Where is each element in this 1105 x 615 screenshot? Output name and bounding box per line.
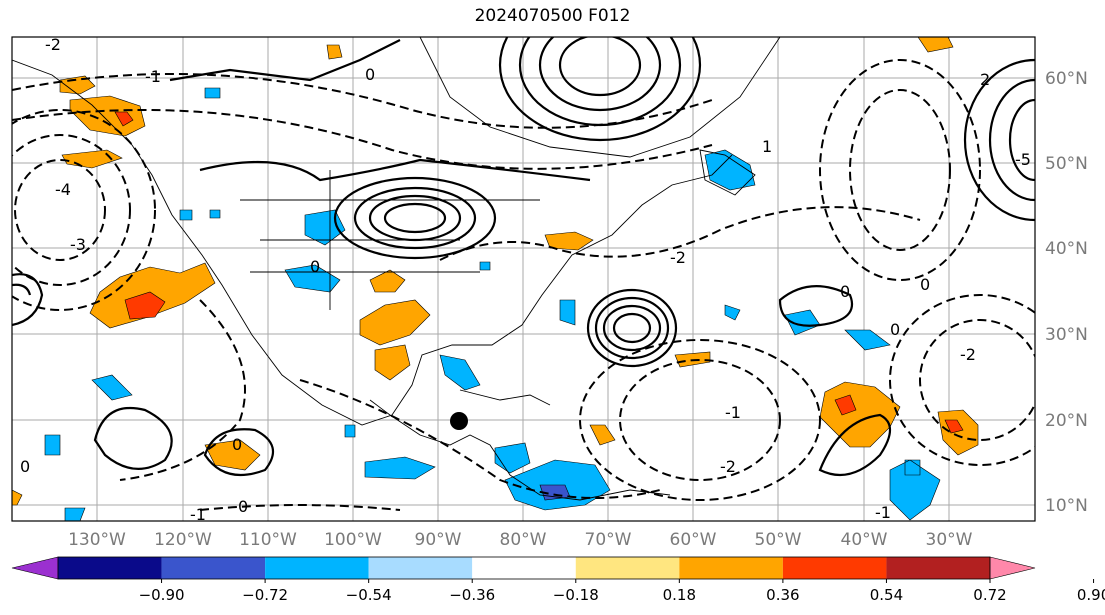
lon-label: 110°W xyxy=(239,530,297,550)
lat-label: 30°N xyxy=(1045,325,1088,345)
lat-label: 60°N xyxy=(1045,69,1088,89)
colorbar-segment xyxy=(679,557,783,579)
shade-positive xyxy=(834,394,857,416)
svg-text:2: 2 xyxy=(980,70,990,89)
shade-positive xyxy=(124,291,166,320)
shade-positive xyxy=(114,111,134,127)
colorbar-tick-label: −0.36 xyxy=(449,586,495,604)
svg-text:-1: -1 xyxy=(190,505,206,524)
high-center-east xyxy=(963,58,1035,222)
colorbar-segment xyxy=(782,557,887,579)
svg-text:-2: -2 xyxy=(720,457,736,476)
shade-positive xyxy=(374,344,411,381)
lon-label: 130°W xyxy=(68,530,126,550)
colorbar-segment xyxy=(58,557,162,579)
svg-text:0: 0 xyxy=(890,320,900,339)
svg-text:-1: -1 xyxy=(145,67,161,86)
lon-label: 40°W xyxy=(841,530,888,550)
colorbar-tick-label: −0.18 xyxy=(553,586,599,604)
colorbar-segment xyxy=(265,557,369,579)
colorbar-tick-label: −0.54 xyxy=(346,586,392,604)
svg-text:-2: -2 xyxy=(670,248,686,267)
colorbar-tick-label: 0.90 xyxy=(1077,586,1105,604)
svg-text:-2: -2 xyxy=(960,345,976,364)
svg-text:-4: -4 xyxy=(55,180,71,199)
colorbar-tick-label: 0.72 xyxy=(973,586,1006,604)
svg-text:-2: -2 xyxy=(45,35,61,54)
storm-marker xyxy=(450,412,468,430)
lat-label: 50°N xyxy=(1045,154,1088,174)
colorbar-tick-label: −0.90 xyxy=(139,586,185,604)
colorbar-tick-labels: −0.90 −0.72 −0.54 −0.36 −0.18 0.18 0.36 0.54 0.7… xyxy=(139,579,1105,604)
shade-positive xyxy=(12,37,954,506)
shade-negative xyxy=(439,354,481,391)
colorbar-tick-label: 0.18 xyxy=(663,586,696,604)
lon-label: 100°W xyxy=(324,530,382,550)
lon-label: 50°W xyxy=(755,530,802,550)
colorbar-segment xyxy=(472,557,576,579)
low-center-great-lakes xyxy=(333,176,497,260)
colorbar-tick-label: 0.54 xyxy=(870,586,903,604)
graticule xyxy=(12,37,1035,521)
colorbar-tick-label: 0.36 xyxy=(766,586,799,604)
colorbar-frame xyxy=(57,556,991,580)
lat-label: 20°N xyxy=(1045,411,1088,431)
high-pressure-center xyxy=(586,288,678,368)
colorbar-segment xyxy=(575,557,680,579)
colorbar-segment xyxy=(161,557,266,579)
svg-text:-3: -3 xyxy=(70,235,86,254)
svg-text:1: 1 xyxy=(762,137,772,156)
shade-negative xyxy=(64,299,576,521)
svg-text:0: 0 xyxy=(365,65,375,84)
shade-negative xyxy=(704,149,756,191)
svg-text:0: 0 xyxy=(920,275,930,294)
lon-label: 30°W xyxy=(926,530,973,550)
map-frame xyxy=(11,36,1036,522)
svg-text:0: 0 xyxy=(238,497,248,516)
longitude-labels: 130°W 120°W 110°W 100°W 90°W 80°W 70°W 60°W 50°W… xyxy=(68,530,973,550)
svg-text:0: 0 xyxy=(840,282,850,301)
shade-negative xyxy=(179,87,491,438)
colorbar-tick-label: −0.72 xyxy=(242,586,288,604)
svg-text:-5: -5 xyxy=(1015,150,1031,169)
colorbar-segment xyxy=(368,557,473,579)
svg-text:0: 0 xyxy=(232,435,242,454)
shade-negative xyxy=(44,374,133,456)
map-title: 2024070500 F012 xyxy=(474,6,631,26)
colorbar xyxy=(11,556,1036,580)
dashed-contours xyxy=(12,59,1035,511)
svg-text:0: 0 xyxy=(20,457,30,476)
svg-text:-1: -1 xyxy=(875,503,891,522)
contours xyxy=(12,37,1035,477)
colorbar-extend-low xyxy=(11,556,59,580)
lat-label: 10°N xyxy=(1045,496,1088,516)
contour-labels: -2 -1 -4 -3 2 1 0 0 0 0 -1 -2 -2 -2 -1 -… xyxy=(20,35,1031,524)
shade-positive xyxy=(204,439,261,471)
shade-negative xyxy=(889,459,941,521)
shade-negative xyxy=(364,456,436,480)
lon-label: 90°W xyxy=(415,530,462,550)
svg-text:0: 0 xyxy=(310,257,320,276)
lon-label: 80°W xyxy=(500,530,547,550)
svg-text:-1: -1 xyxy=(725,403,741,422)
lon-label: 120°W xyxy=(154,530,212,550)
lon-label: 60°W xyxy=(670,530,717,550)
colorbar-extend-high xyxy=(989,556,1036,580)
shade-positive xyxy=(359,299,431,346)
colorbar-segment xyxy=(886,557,990,579)
lon-label: 70°W xyxy=(585,530,632,550)
shade-positive xyxy=(944,419,964,434)
lat-label: 40°N xyxy=(1045,239,1088,259)
latitude-labels: 60°N 50°N 40°N 30°N 20°N 10°N xyxy=(1045,69,1088,516)
shaded-regions xyxy=(12,37,979,521)
